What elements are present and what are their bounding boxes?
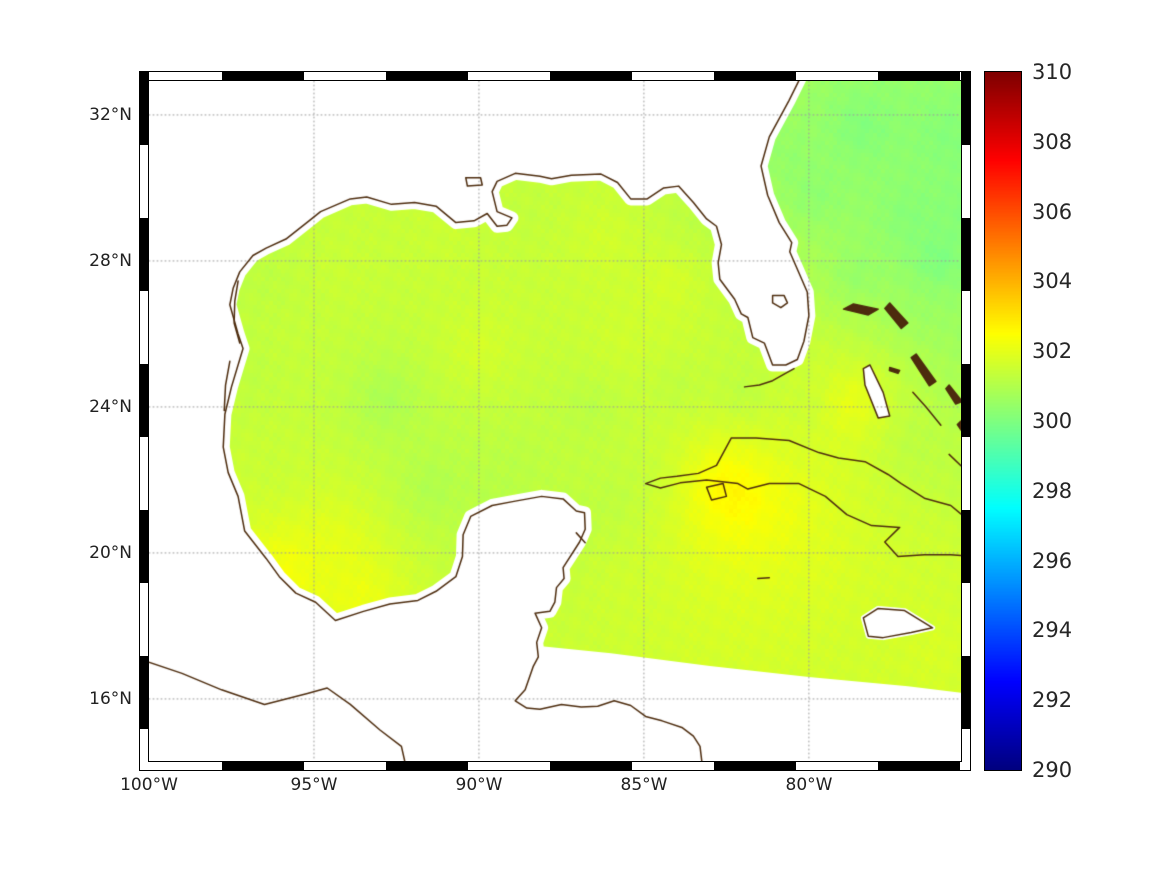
colorbar-tick-308: 308: [1032, 129, 1073, 154]
y-tick-label-16n: 16°N: [89, 689, 132, 709]
x-tick-label-85w: 85°W: [620, 775, 668, 795]
y-tick-label-32n: 32°N: [89, 105, 132, 125]
colorbar-tick-310: 310: [1032, 60, 1073, 84]
colorbar-tick-300: 300: [1032, 409, 1073, 433]
colorbar-canvas: [985, 72, 1021, 770]
colorbar-tick-292: 292: [1032, 688, 1073, 713]
y-tick-label-20n: 20°N: [89, 543, 132, 563]
frame-stripe-right: [961, 72, 970, 770]
x-tick-label-80w: 80°W: [785, 775, 833, 795]
y-tick-label-24n: 24°N: [89, 397, 132, 417]
map-frame: [139, 71, 971, 771]
frame-stripe-top: [140, 72, 970, 81]
colorbar-tick-294: 294: [1032, 618, 1073, 643]
frame-stripe-bottom: [140, 761, 970, 770]
colorbar-tick-304: 304: [1032, 269, 1073, 294]
colorbar-tick-290: 290: [1032, 758, 1073, 782]
colorbar-tick-296: 296: [1032, 548, 1073, 573]
colorbar-tick-298: 298: [1032, 478, 1073, 503]
x-tick-label-100w: 100°W: [120, 775, 178, 795]
x-tick-label-95w: 95°W: [290, 775, 338, 795]
y-tick-label-28n: 28°N: [89, 251, 132, 271]
frame-stripe-left: [140, 72, 149, 770]
sst-map-canvas: [149, 81, 961, 761]
colorbar-tick-306: 306: [1032, 199, 1073, 224]
colorbar-tick-302: 302: [1032, 339, 1073, 364]
x-tick-label-90w: 90°W: [455, 775, 503, 795]
colorbar: [984, 71, 1022, 771]
